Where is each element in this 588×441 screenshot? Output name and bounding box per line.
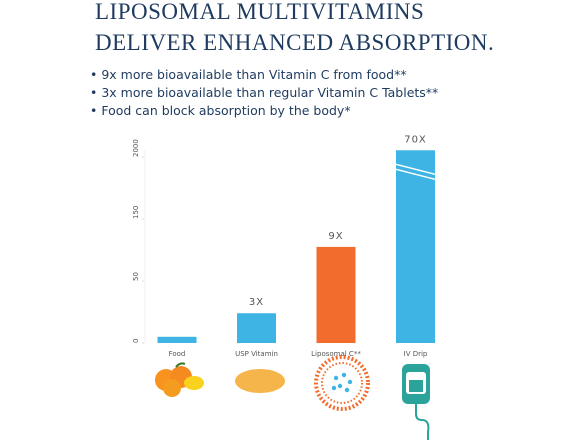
x-tick-label: USP Vitamin xyxy=(235,350,278,358)
title-line: DELIVER ENHANCED ABSORPTION. xyxy=(95,30,494,55)
x-tick-label: Food xyxy=(169,350,186,358)
bar xyxy=(396,150,435,343)
bar-label: 70X xyxy=(404,134,427,145)
bar xyxy=(237,313,276,343)
y-tick-label: 150 xyxy=(132,206,140,219)
bullet: • 3x more bioavailable than regular Vita… xyxy=(90,85,438,100)
icon-pill xyxy=(235,369,285,393)
y-tick-label: 0 xyxy=(132,339,140,343)
x-tick-label: IV Drip xyxy=(404,350,428,358)
bullet: • Food can block absorption by the body* xyxy=(90,103,351,118)
icon-iv-bag xyxy=(402,364,430,440)
bar xyxy=(157,336,197,343)
y-tick-label: 50 xyxy=(132,272,140,281)
title-line: LIPOSOMAL MULTIVITAMINS xyxy=(95,0,424,24)
icon-fruit xyxy=(155,362,204,397)
axis-break xyxy=(395,163,436,176)
axis-break xyxy=(395,168,436,181)
icon-liposome xyxy=(314,355,370,411)
bullet: • 9x more bioavailable than Vitamin C fr… xyxy=(90,67,407,82)
y-tick-label: 2000 xyxy=(132,139,140,157)
bar xyxy=(316,246,356,343)
bar-label: 9X xyxy=(328,231,343,242)
x-tick-label: Liposomal C** xyxy=(311,350,361,358)
bar-label: 3X xyxy=(249,297,264,308)
